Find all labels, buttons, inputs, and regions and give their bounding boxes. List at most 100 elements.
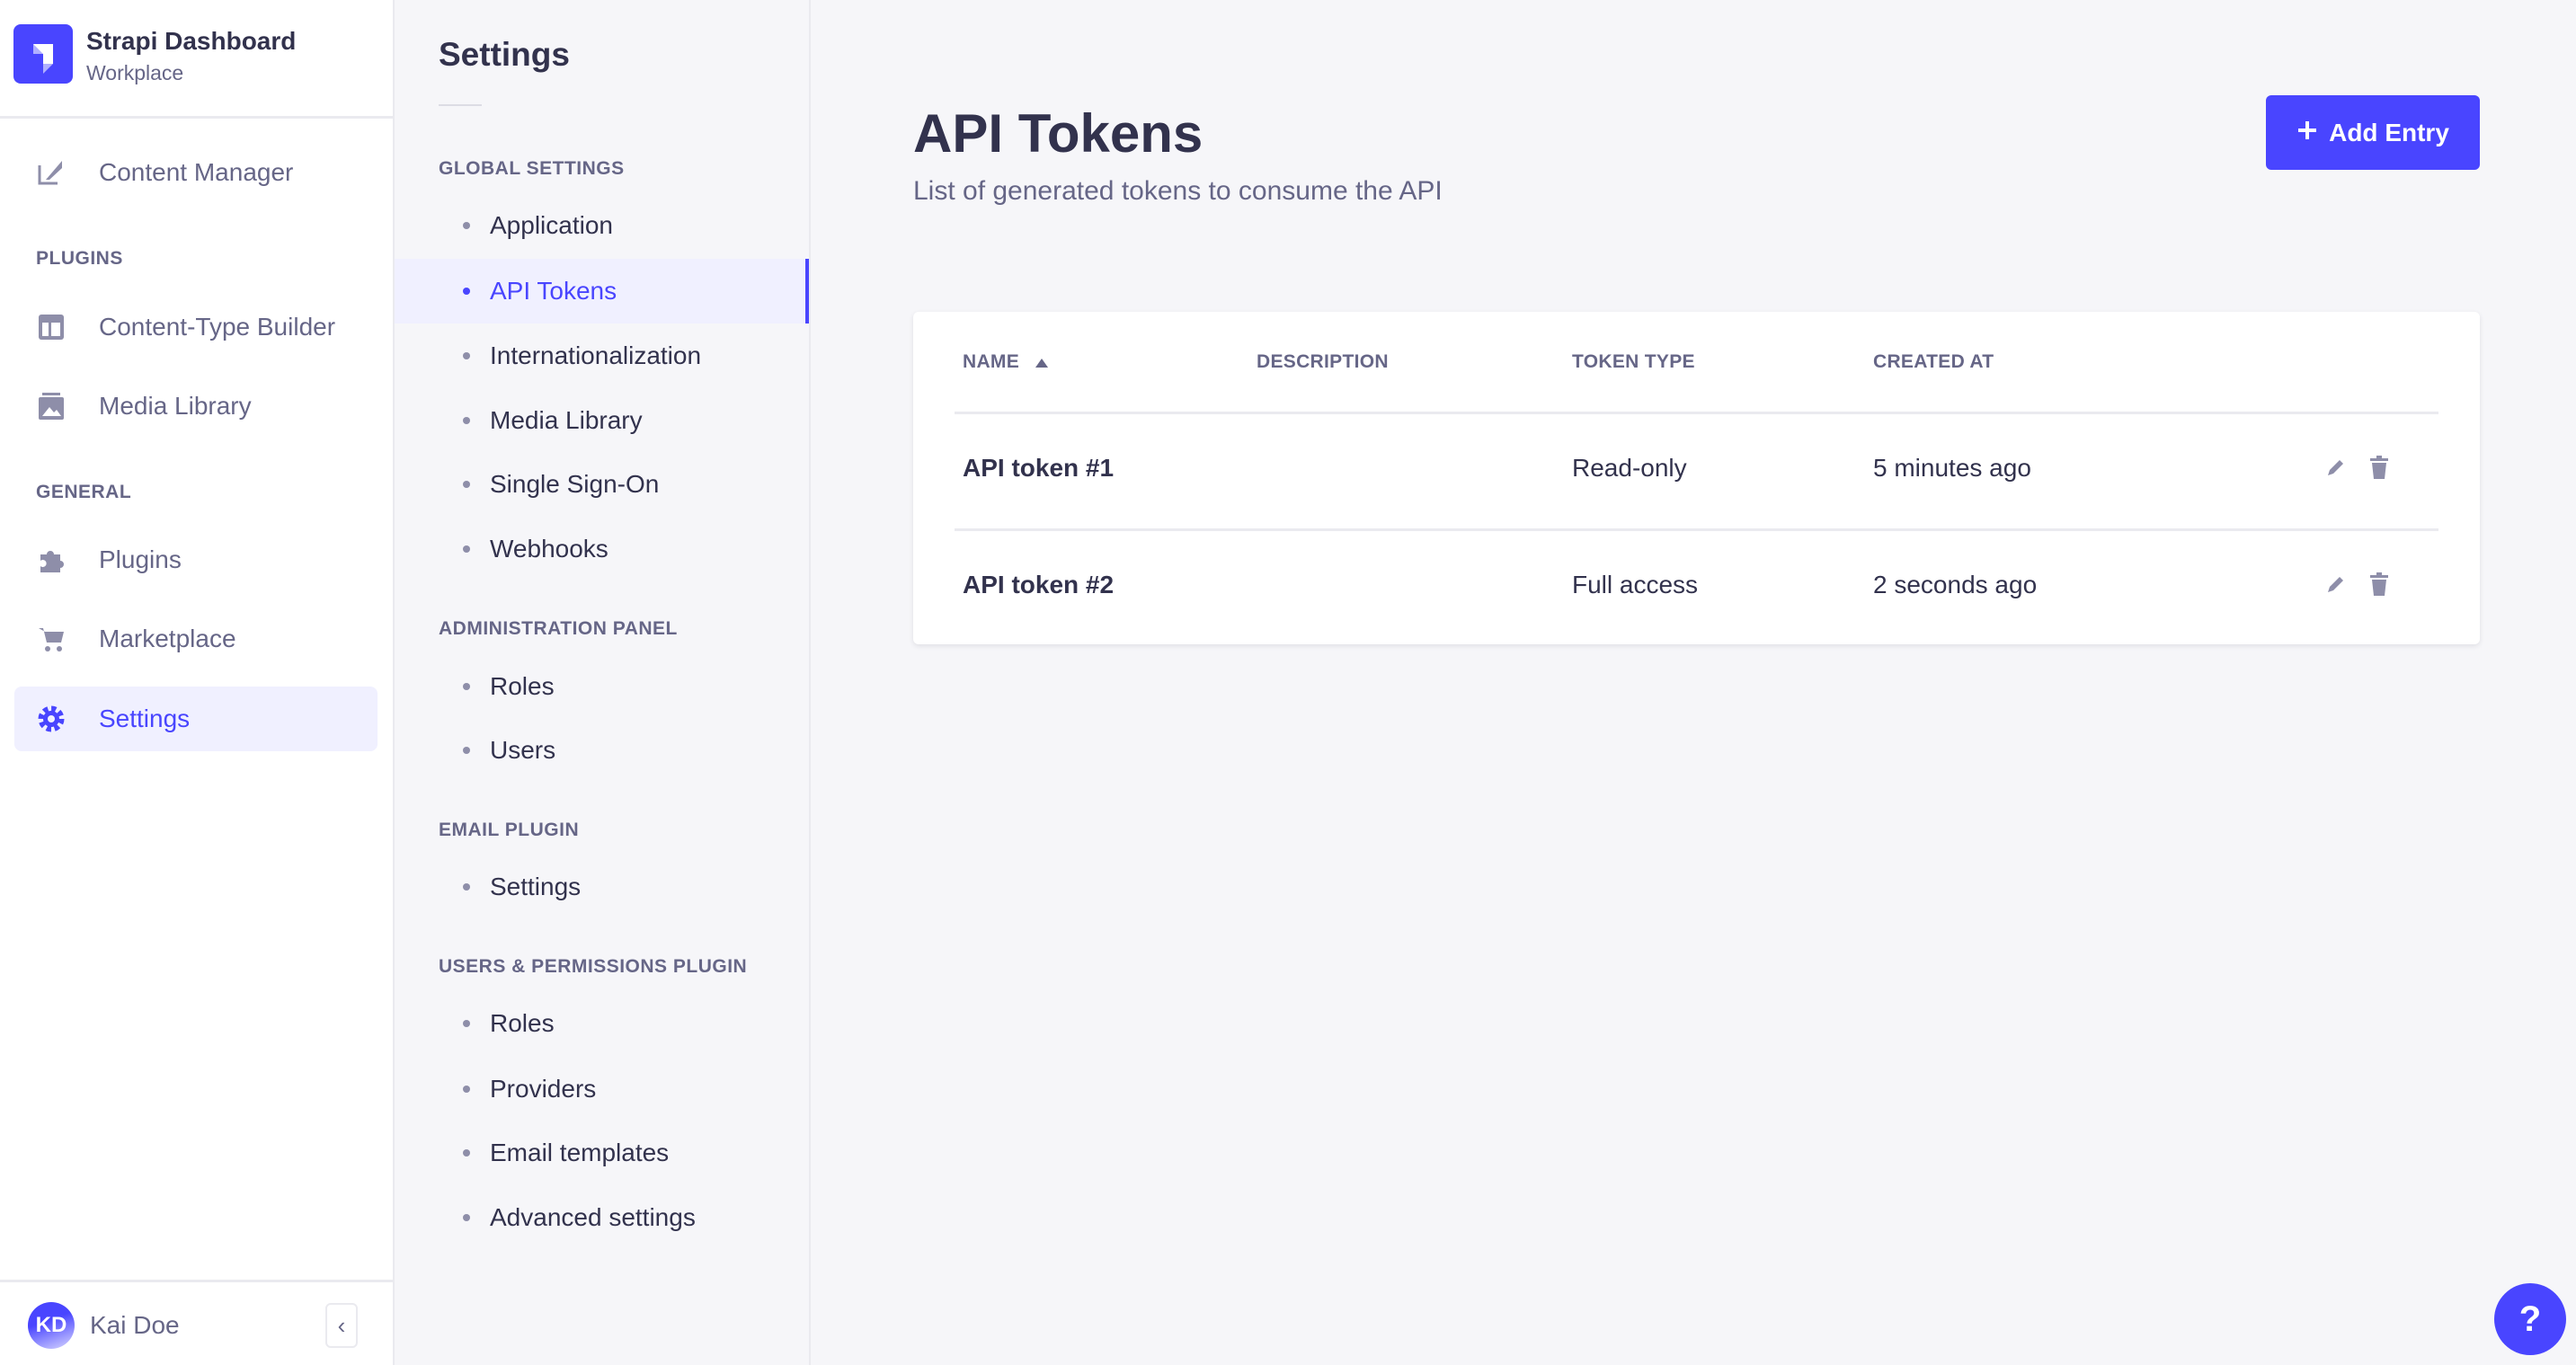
bullet-icon bbox=[463, 1020, 470, 1027]
bullet-icon bbox=[463, 1214, 470, 1221]
brand-subtitle: Workplace bbox=[86, 61, 184, 84]
bullet-icon bbox=[463, 481, 470, 488]
help-button[interactable]: ? bbox=[2494, 1283, 2566, 1355]
token-type: Read-only bbox=[1572, 454, 1687, 482]
header-label: NAME bbox=[963, 351, 1020, 372]
row-divider bbox=[955, 412, 2438, 414]
column-header-name[interactable]: NAME bbox=[963, 351, 1049, 373]
subnav-email-templates[interactable]: Email templates bbox=[395, 1121, 809, 1185]
subnav-label: Single Sign-On bbox=[490, 470, 660, 498]
sort-ascending-icon bbox=[1035, 351, 1049, 373]
brand-title: Strapi Dashboard bbox=[86, 27, 297, 55]
table-row[interactable]: API token #2 Full access 2 seconds ago bbox=[913, 531, 2480, 639]
chevron-left-icon: ‹ bbox=[337, 1311, 346, 1339]
nav-label: Media Library bbox=[99, 392, 252, 420]
collapse-nav-button[interactable]: ‹ bbox=[325, 1303, 358, 1348]
subnav-api-tokens[interactable]: API Tokens bbox=[395, 259, 809, 324]
nav-label: Content-Type Builder bbox=[99, 313, 336, 341]
nav-content-manager[interactable]: Content Manager bbox=[14, 140, 378, 205]
plus-icon bbox=[2296, 119, 2318, 147]
divider bbox=[439, 104, 482, 106]
nav-label: Marketplace bbox=[99, 625, 236, 652]
nav-label: Content Manager bbox=[99, 158, 294, 186]
user-footer bbox=[0, 1280, 393, 1365]
subnav-media-library[interactable]: Media Library bbox=[395, 388, 809, 453]
general-section-label: GENERAL bbox=[36, 482, 132, 502]
column-header-description: DESCRIPTION bbox=[1257, 351, 1389, 372]
token-created: 2 seconds ago bbox=[1873, 571, 2038, 598]
column-header-token-type: TOKEN TYPE bbox=[1572, 351, 1695, 372]
subnav-label: Advanced settings bbox=[490, 1203, 696, 1231]
section-users-permissions: USERS & PERMISSIONS PLUGIN bbox=[439, 956, 748, 977]
puzzle-icon bbox=[36, 545, 67, 575]
nav-settings[interactable]: Settings bbox=[14, 687, 378, 751]
trash-icon[interactable] bbox=[2369, 456, 2389, 483]
strapi-logo bbox=[13, 24, 73, 84]
add-entry-button[interactable]: Add Entry bbox=[2266, 95, 2480, 170]
subnav-email-settings[interactable]: Settings bbox=[395, 855, 809, 919]
plugins-section-label: PLUGINS bbox=[36, 248, 123, 269]
user-name[interactable]: Kai Doe bbox=[90, 1311, 180, 1339]
subnav-label: Roles bbox=[490, 1009, 555, 1037]
image-icon bbox=[36, 391, 67, 421]
bullet-icon bbox=[463, 352, 470, 359]
subnav-title: Settings bbox=[439, 36, 570, 73]
bullet-icon bbox=[463, 883, 470, 891]
subnav-label: Media Library bbox=[490, 406, 643, 434]
layout-icon bbox=[36, 312, 67, 342]
bullet-icon bbox=[463, 417, 470, 424]
brand-header: Strapi Dashboard Workplace bbox=[0, 0, 393, 119]
subnav-label: Providers bbox=[490, 1075, 597, 1103]
bullet-icon bbox=[463, 222, 470, 229]
settings-subnav: Settings GLOBAL SETTINGS Application API… bbox=[395, 0, 811, 1365]
section-email-plugin: EMAIL PLUGIN bbox=[439, 820, 580, 840]
bullet-icon bbox=[463, 545, 470, 553]
bullet-icon bbox=[463, 1086, 470, 1093]
table-row[interactable]: API token #1 Read-only 5 minutes ago bbox=[913, 414, 2480, 529]
bullet-icon bbox=[463, 1149, 470, 1157]
nav-content-type-builder[interactable]: Content-Type Builder bbox=[14, 295, 378, 359]
nav-label: Settings bbox=[99, 705, 191, 732]
nav-marketplace[interactable]: Marketplace bbox=[14, 607, 378, 671]
subnav-application[interactable]: Application bbox=[395, 193, 809, 258]
subnav-webhooks[interactable]: Webhooks bbox=[395, 517, 809, 581]
token-name: API token #2 bbox=[963, 571, 1115, 598]
subnav-advanced-settings[interactable]: Advanced settings bbox=[395, 1185, 809, 1250]
subnav-label: Settings bbox=[490, 873, 582, 900]
subnav-up-roles[interactable]: Roles bbox=[395, 991, 809, 1056]
nav-media-library[interactable]: Media Library bbox=[14, 374, 378, 439]
page-title: API Tokens bbox=[913, 103, 1204, 164]
token-created: 5 minutes ago bbox=[1873, 454, 2031, 482]
page-subtitle: List of generated tokens to consume the … bbox=[913, 176, 1443, 206]
subnav-label: Application bbox=[490, 211, 613, 239]
edit-icon[interactable] bbox=[2324, 457, 2346, 483]
tokens-table: NAME DESCRIPTION TOKEN TYPE CREATED AT A… bbox=[913, 312, 2480, 644]
subnav-label: Users bbox=[490, 736, 556, 764]
subnav-single-sign-on[interactable]: Single Sign-On bbox=[395, 452, 809, 517]
cart-icon bbox=[36, 624, 67, 654]
edit-icon[interactable] bbox=[2324, 574, 2346, 600]
subnav-providers[interactable]: Providers bbox=[395, 1057, 809, 1121]
subnav-label: Email templates bbox=[490, 1139, 670, 1166]
section-global-settings: GLOBAL SETTINGS bbox=[439, 158, 625, 179]
row-divider bbox=[955, 528, 2438, 531]
trash-icon[interactable] bbox=[2369, 572, 2389, 600]
bullet-icon bbox=[463, 683, 470, 690]
nav-label: Plugins bbox=[99, 545, 182, 573]
subnav-label: Roles bbox=[490, 672, 555, 700]
bullet-icon bbox=[463, 747, 470, 754]
subnav-label: Webhooks bbox=[490, 535, 608, 563]
subnav-label: API Tokens bbox=[490, 277, 617, 305]
section-administration-panel: ADMINISTRATION PANEL bbox=[439, 618, 678, 639]
subnav-admin-users[interactable]: Users bbox=[395, 718, 809, 783]
nav-plugins[interactable]: Plugins bbox=[14, 527, 378, 592]
main-nav: Strapi Dashboard Workplace Content Manag… bbox=[0, 0, 395, 1365]
bullet-icon bbox=[463, 288, 470, 295]
pen-icon bbox=[36, 157, 67, 188]
subnav-internationalization[interactable]: Internationalization bbox=[395, 324, 809, 388]
subnav-admin-roles[interactable]: Roles bbox=[395, 654, 809, 719]
token-name: API token #1 bbox=[963, 454, 1115, 482]
gear-icon bbox=[36, 704, 67, 734]
avatar[interactable]: KD bbox=[28, 1302, 75, 1349]
add-entry-label: Add Entry bbox=[2329, 118, 2449, 146]
